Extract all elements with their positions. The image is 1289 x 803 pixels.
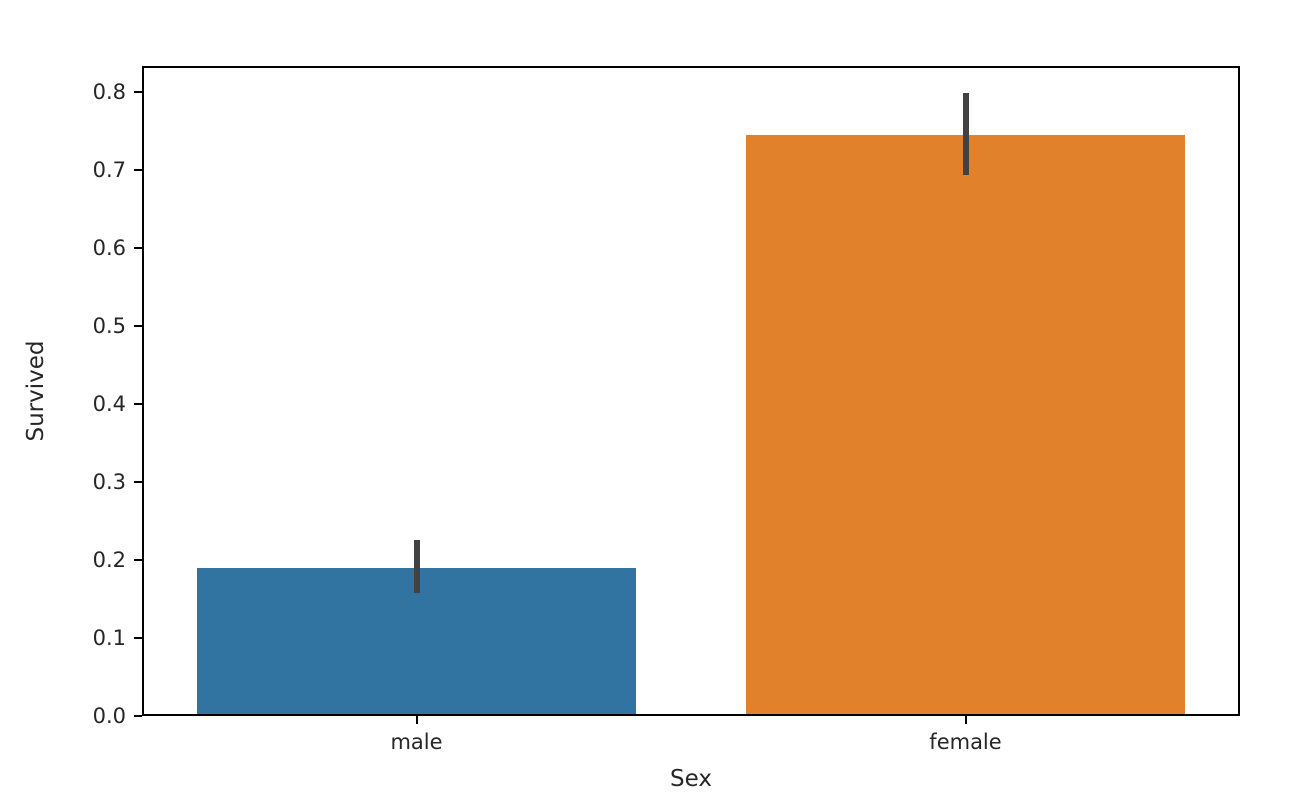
error-bar-female (962, 92, 969, 175)
y-tick-label: 0.0 (92, 704, 126, 728)
y-tick-mark (134, 324, 142, 327)
error-bar-male (413, 539, 420, 593)
y-tick-label: 0.5 (92, 313, 126, 338)
y-tick-mark (134, 402, 142, 405)
bar-female (745, 134, 1186, 714)
y-tick-mark (134, 558, 142, 561)
x-tick-label-female: female (929, 730, 1002, 754)
y-tick-mark (134, 90, 142, 93)
y-tick-label: 0.7 (92, 157, 126, 182)
y-tick-mark (134, 636, 142, 639)
y-tick-mark (134, 246, 142, 249)
y-tick-label: 0.3 (92, 469, 126, 494)
y-tick-label: 0.1 (92, 625, 126, 650)
y-tick-mark (134, 168, 142, 171)
x-tick-mark (415, 716, 418, 724)
y-tick-mark (134, 480, 142, 483)
y-tick-label: 0.8 (92, 79, 126, 104)
y-tick-mark (134, 715, 142, 717)
x-tick-mark (964, 716, 967, 724)
x-tick-label-male: male (390, 730, 443, 754)
y-tick-label: 0.2 (92, 547, 126, 572)
y-tick-label: 0.6 (92, 235, 126, 260)
y-tick-label: 0.4 (92, 391, 126, 416)
x-axis-label: Sex (670, 766, 712, 792)
